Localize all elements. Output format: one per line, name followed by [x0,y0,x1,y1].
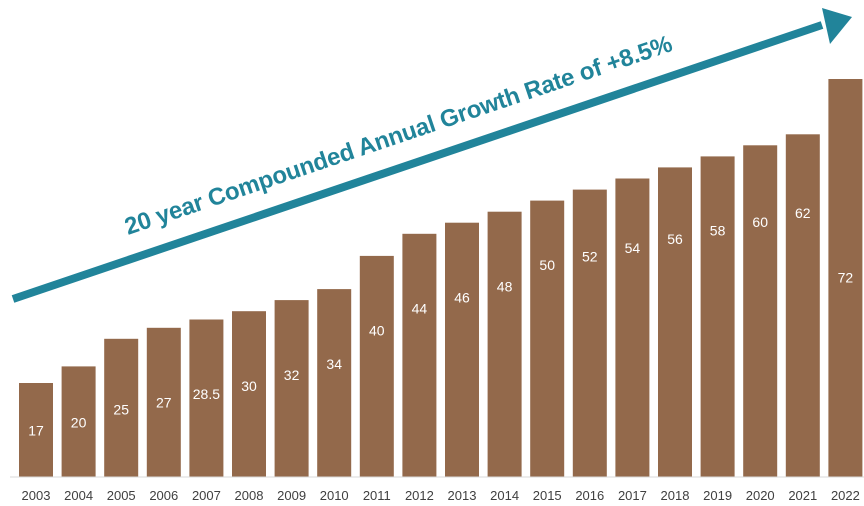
bar-value-label: 40 [369,323,385,339]
bar-2012 [402,233,437,477]
bar-2016 [572,189,607,477]
bar-value-label: 60 [752,214,768,230]
bar-2013 [445,222,479,477]
bar-value-label: 32 [284,367,300,383]
x-tick-label: 2011 [363,488,391,503]
bar-2008 [232,311,266,477]
x-tick-label: 2003 [22,488,51,503]
bar-value-label: 50 [539,257,555,273]
growth-arrow [11,8,852,303]
x-tick-label: 2022 [831,488,860,503]
x-tick-label: 2019 [703,488,732,503]
x-tick-label: 2020 [746,488,775,503]
bar-2019 [700,156,735,477]
x-tick-label: 2005 [107,488,136,503]
bar-2017 [615,178,650,477]
x-tick-label: 2021 [788,488,817,503]
bar-value-label: 54 [625,240,641,256]
bar-value-label: 72 [838,270,854,286]
bar-2007 [189,319,224,477]
bar-value-label: 25 [113,401,129,417]
x-axis-tick-labels: 2003 2004 2005 2006 2007 2008 2009 2010 2011 2012… [22,488,860,503]
bar-value-label: 17 [28,423,44,439]
bar-2014 [487,211,522,477]
bar-2015 [530,200,565,477]
x-tick-label: 2012 [405,488,434,503]
x-tick-label: 2013 [448,488,477,503]
bar-value-label: 30 [241,378,257,394]
growth-arrow-head [822,8,852,44]
bar-value-label: 56 [667,231,683,247]
bars-group [19,79,863,478]
bar-2011 [359,255,394,477]
bar-value-label: 28.5 [193,386,220,402]
x-tick-label: 2006 [149,488,178,503]
x-tick-label: 2016 [575,488,604,503]
bar-value-label: 46 [454,289,470,305]
bar-2021 [785,134,820,478]
bar-2010 [317,289,352,477]
bar-value-label: 27 [156,395,172,411]
bar-value-label: 62 [795,205,811,221]
bar-2018 [658,167,692,477]
bar-value-label: 20 [71,415,87,431]
bar-value-label: 34 [326,356,342,372]
bar-2005 [104,338,139,477]
x-tick-label: 2010 [320,488,349,503]
bar-2022 [828,79,863,477]
bar-2006 [146,327,181,478]
x-tick-label: 2017 [618,488,647,503]
bar-2009 [274,300,309,477]
x-tick-label: 2004 [64,488,93,503]
bar-value-label: 44 [412,301,428,317]
bar-labels-group: 17 20 25 27 28.5 30 32 34 40 44 46 48 50 52 54 56 58 60 62… [28,205,853,439]
bar-2020 [743,145,778,478]
bar-value-label: 52 [582,249,598,265]
bar-value-label: 58 [710,223,726,239]
x-tick-label: 2009 [277,488,306,503]
x-tick-label: 2007 [192,488,221,503]
x-tick-label: 2018 [661,488,690,503]
x-tick-label: 2008 [235,488,264,503]
bar-2003 [19,383,53,477]
x-tick-label: 2014 [490,488,519,503]
bar-2004 [61,366,96,477]
bar-value-label: 48 [497,278,513,294]
x-tick-label: 2015 [533,488,562,503]
growth-arrow-shaft [11,21,824,303]
